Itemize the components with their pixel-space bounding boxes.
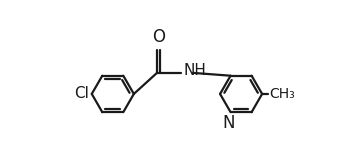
Text: CH₃: CH₃ (270, 87, 295, 101)
Text: N: N (222, 114, 235, 132)
Text: Cl: Cl (74, 86, 89, 101)
Text: O: O (152, 28, 165, 46)
Text: NH: NH (183, 63, 206, 78)
